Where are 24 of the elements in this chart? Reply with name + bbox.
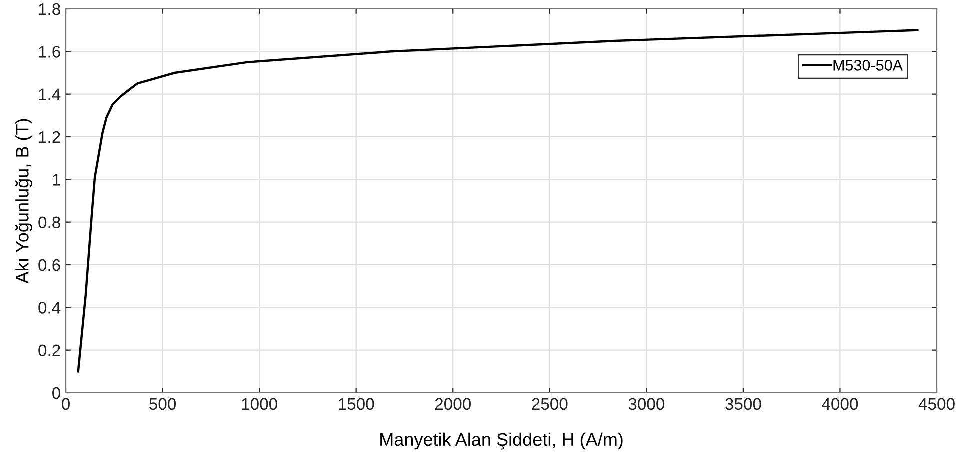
y-tick-label: 1.4 [39,88,61,100]
x-tick-label: 2000 [435,398,471,410]
y-tick-label: 1 [53,174,60,186]
x-tick-label: 3000 [628,398,665,410]
y-tick-label: 0.2 [38,344,60,357]
line-series [77,29,919,373]
y-tick-label: 1.6 [39,46,60,58]
y-tick-label: 0 [52,387,60,400]
x-tick-label: 500 [150,398,176,410]
y-axis-title: Akı Yoğunluğu, B (T) [15,119,32,284]
x-tick-label: 4500 [918,398,955,410]
y-tick-label: 1.2 [39,131,60,144]
x-axis-title: Manyetik Alan Şiddeti, H (A/m) [380,432,623,450]
x-tick-label: 2500 [532,398,568,410]
y-tick-label: 0.6 [38,259,60,272]
x-tick-label: 0 [62,398,70,410]
y-tick-label: 0.8 [38,216,60,229]
y-tick-label: 1.8 [39,3,60,16]
legend-label: M530-50A [834,60,903,71]
y-tick-label: 0.4 [38,302,61,314]
x-tick-label: 1500 [339,398,374,410]
x-tick-label: 3500 [726,398,762,410]
x-tick-label: 1000 [242,398,278,410]
x-tick-label: 4000 [822,398,858,410]
